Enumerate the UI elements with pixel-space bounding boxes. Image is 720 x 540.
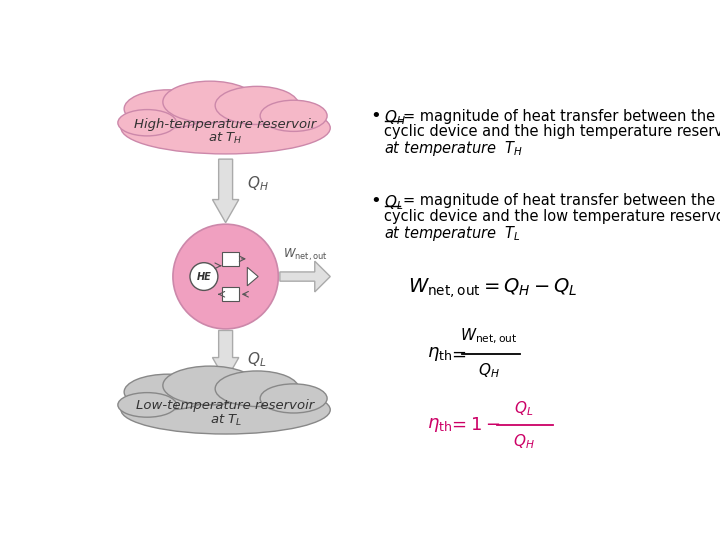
Circle shape: [190, 262, 218, 291]
Ellipse shape: [121, 102, 330, 154]
Text: $\eta_{\mathrm{th}}$: $\eta_{\mathrm{th}}$: [427, 416, 452, 434]
Text: $= 1 -$: $= 1 -$: [448, 416, 500, 434]
Polygon shape: [212, 330, 239, 381]
Text: •: •: [371, 107, 382, 125]
Ellipse shape: [163, 81, 257, 123]
Text: $Q_H$: $Q_H$: [248, 174, 269, 193]
Text: $Q_L$: $Q_L$: [384, 193, 404, 212]
FancyBboxPatch shape: [222, 252, 239, 266]
Text: $Q_L$: $Q_L$: [514, 399, 534, 417]
Ellipse shape: [215, 86, 299, 125]
Text: = magnitude of heat transfer between the: = magnitude of heat transfer between the: [403, 193, 715, 208]
Text: $Q_L$: $Q_L$: [248, 350, 266, 369]
Circle shape: [173, 224, 279, 329]
Ellipse shape: [121, 386, 330, 434]
Text: at $T_H$: at $T_H$: [209, 131, 243, 146]
Ellipse shape: [118, 393, 176, 417]
Text: $Q_H$: $Q_H$: [513, 433, 535, 451]
Text: cyclic device and the low temperature reservoir: cyclic device and the low temperature re…: [384, 209, 720, 224]
Text: HE: HE: [197, 272, 211, 281]
Ellipse shape: [124, 374, 212, 410]
Polygon shape: [212, 159, 239, 222]
Text: $\eta_{\mathrm{th}}$: $\eta_{\mathrm{th}}$: [427, 345, 452, 362]
Text: Low-temperature reservoir: Low-temperature reservoir: [137, 400, 315, 413]
Ellipse shape: [215, 371, 299, 407]
Text: High-temperature reservoir: High-temperature reservoir: [135, 118, 317, 131]
Text: at temperature  $T_H$: at temperature $T_H$: [384, 139, 523, 159]
Text: cyclic device and the high temperature reservoir: cyclic device and the high temperature r…: [384, 124, 720, 139]
Text: at temperature  $T_L$: at temperature $T_L$: [384, 224, 521, 243]
Text: •: •: [371, 192, 382, 210]
FancyBboxPatch shape: [222, 287, 239, 301]
Polygon shape: [280, 261, 330, 292]
Text: $W_{\mathrm{net,out}}$: $W_{\mathrm{net,out}}$: [461, 327, 518, 346]
Ellipse shape: [118, 110, 176, 136]
Text: at $T_L$: at $T_L$: [210, 413, 242, 428]
Text: = magnitude of heat transfer between the: = magnitude of heat transfer between the: [403, 109, 715, 124]
Text: $W_{\mathrm{net,out}} = Q_H - Q_L$: $W_{\mathrm{net,out}} = Q_H - Q_L$: [408, 276, 578, 300]
Text: $=$: $=$: [448, 345, 467, 362]
Ellipse shape: [124, 90, 212, 128]
Text: $Q_H$: $Q_H$: [384, 109, 406, 127]
Polygon shape: [248, 267, 258, 286]
Text: $W_{\mathrm{net,out}}$: $W_{\mathrm{net,out}}$: [283, 247, 328, 263]
Ellipse shape: [260, 384, 327, 413]
Ellipse shape: [163, 366, 257, 405]
Ellipse shape: [260, 100, 327, 131]
Text: $Q_H$: $Q_H$: [478, 361, 500, 380]
